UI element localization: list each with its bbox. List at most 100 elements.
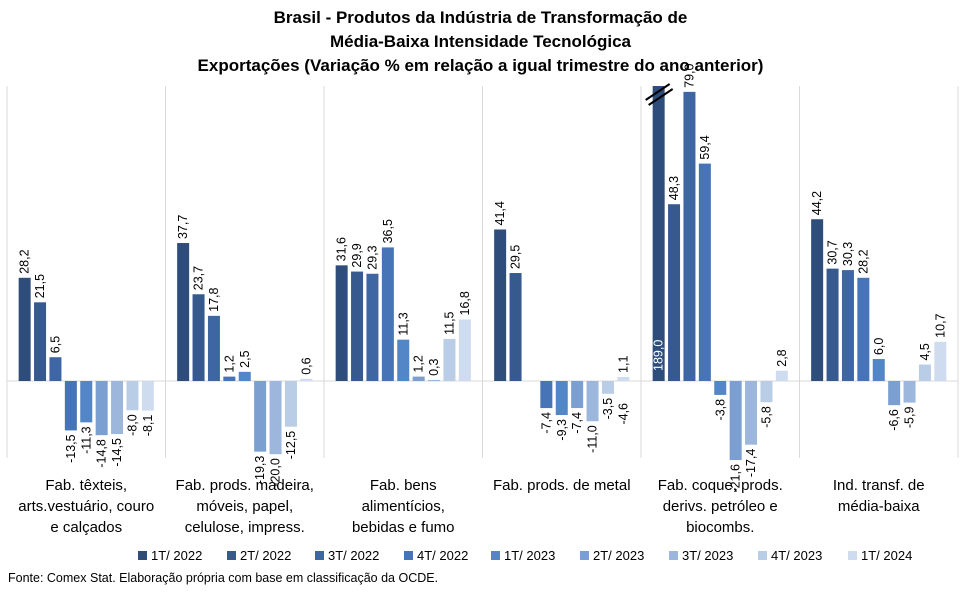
data-label: 36,5 [381, 219, 395, 243]
data-label: -6,6 [887, 409, 901, 431]
bar [888, 381, 901, 406]
bar [18, 277, 31, 381]
data-label: -11,3 [79, 426, 93, 454]
bar [601, 381, 614, 394]
data-label: 11,3 [396, 312, 410, 335]
bar [192, 294, 205, 381]
data-label: 30,3 [841, 242, 855, 266]
chart-title-line-2: Média-Baixa Intensidade Tecnológica [329, 32, 632, 51]
category-label: biocombs. [686, 519, 754, 536]
bar [729, 381, 742, 461]
bar [509, 273, 522, 381]
data-label: 17,8 [207, 287, 221, 311]
bar [698, 163, 711, 381]
data-label: -14,5 [110, 438, 124, 467]
bar [397, 339, 410, 381]
category-label: Fab. têxteis, [45, 477, 127, 494]
bar [443, 338, 456, 381]
category-label: e calçados [50, 519, 122, 536]
data-label: 2,8 [775, 349, 789, 366]
legend-swatch [580, 551, 589, 560]
bar [381, 247, 394, 381]
bar [760, 381, 773, 403]
bar [826, 268, 839, 381]
category-label: derivs. petróleo e [663, 498, 778, 515]
data-label: 23,7 [192, 266, 206, 290]
category-label: móveis, papel, [196, 498, 293, 515]
legend-swatch [848, 551, 857, 560]
data-label: 1,1 [616, 356, 630, 373]
data-label: 1,2 [222, 355, 236, 372]
bar [238, 371, 251, 381]
data-label: 41,4 [493, 201, 507, 225]
category-label: Fab. coque, prods. [658, 477, 783, 494]
data-label: 0,3 [427, 358, 441, 375]
category-label: Fab. prods. de metal [493, 477, 631, 494]
category-label: Fab. bens [370, 477, 437, 494]
legend-label: 2T/ 2023 [593, 548, 644, 563]
bar [683, 91, 696, 382]
bar [223, 376, 236, 381]
legend-label: 1T/ 2023 [504, 548, 555, 563]
data-label: -5,8 [759, 406, 773, 428]
legend-label: 4T/ 2023 [771, 548, 822, 563]
data-label: 11,5 [442, 311, 456, 334]
data-label: 31,6 [335, 237, 349, 261]
data-label: -3,8 [713, 399, 727, 421]
data-label: -19,3 [253, 456, 267, 485]
legend-label: 3T/ 2022 [328, 548, 379, 563]
data-label: -13,5 [64, 434, 78, 463]
data-label: 6,0 [872, 338, 886, 355]
bar [918, 364, 931, 381]
data-label: 30,7 [826, 240, 840, 264]
legend-swatch [404, 551, 413, 560]
category-label: média-baixa [838, 498, 920, 515]
legend-swatch [138, 551, 147, 560]
bar [934, 341, 947, 381]
data-label: -8,1 [141, 415, 155, 437]
bar [841, 270, 854, 381]
bar [95, 381, 108, 436]
bar [366, 273, 379, 381]
bar [775, 370, 788, 381]
data-label: 10,7 [933, 313, 947, 337]
bar [269, 381, 282, 455]
category-label: bebidas e fumo [352, 519, 455, 536]
bar [111, 381, 124, 435]
bar [811, 219, 824, 381]
bar [351, 271, 364, 381]
legend-swatch [758, 551, 767, 560]
bar [872, 359, 885, 381]
bar [284, 381, 297, 427]
data-label: 29,3 [365, 245, 379, 269]
data-label: 37,7 [176, 215, 190, 239]
data-label: -9,3 [555, 419, 569, 441]
axis-break-mark [645, 83, 671, 101]
bar [745, 381, 758, 445]
data-label: 29,5 [509, 245, 523, 269]
source-note: Fonte: Comex Stat. Elaboração própria co… [8, 571, 439, 585]
legend-label: 3T/ 2023 [682, 548, 733, 563]
category-label: arts.vestuário, couro [18, 498, 154, 515]
bar [126, 381, 139, 411]
bar [254, 381, 267, 452]
legend-label: 2T/ 2022 [240, 548, 291, 563]
axis-break-mark [648, 88, 674, 106]
data-label: 4,5 [918, 343, 932, 360]
legend-label: 4T/ 2022 [417, 548, 468, 563]
category-label: alimentícios, [362, 498, 445, 515]
chart-title: Brasil - Produtos da Indústria de Transf… [0, 6, 961, 78]
bar [555, 381, 568, 416]
bar [903, 381, 916, 403]
data-label: 28,2 [856, 249, 870, 273]
data-label: 44,2 [810, 191, 824, 215]
bar [652, 86, 665, 381]
legend-label: 1T/ 2024 [861, 548, 912, 563]
legend-swatch [315, 551, 324, 560]
legend-swatch [227, 551, 236, 560]
data-label: -4,6 [616, 403, 630, 425]
bar [668, 204, 681, 381]
bar [64, 381, 77, 431]
data-label: 59,4 [698, 135, 712, 159]
data-label: 48,3 [667, 176, 681, 200]
